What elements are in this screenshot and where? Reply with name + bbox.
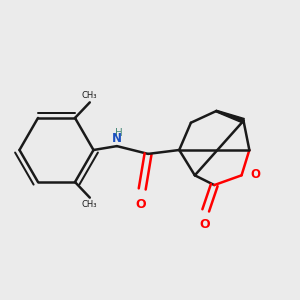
Text: CH₃: CH₃ — [81, 200, 97, 209]
Text: CH₃: CH₃ — [81, 91, 97, 100]
Polygon shape — [216, 110, 244, 123]
Text: N: N — [112, 131, 122, 145]
Text: H: H — [115, 128, 123, 138]
Text: O: O — [199, 218, 210, 231]
Text: O: O — [250, 168, 260, 181]
Text: O: O — [135, 197, 146, 211]
